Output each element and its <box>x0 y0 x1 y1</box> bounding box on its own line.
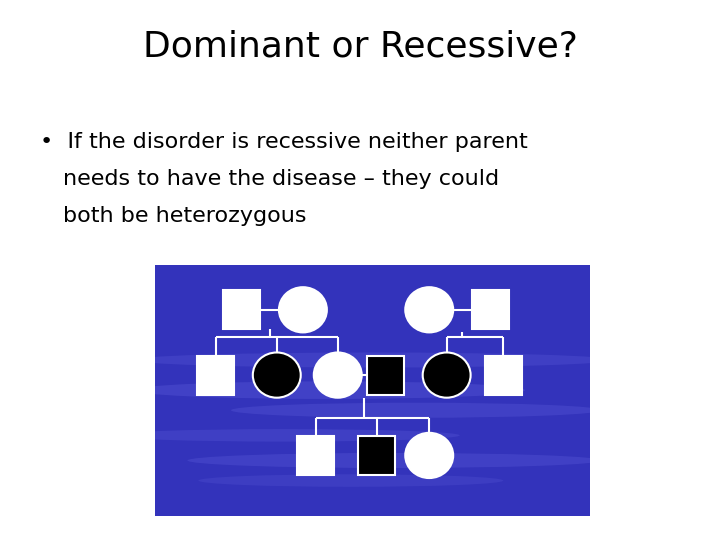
Ellipse shape <box>187 453 601 468</box>
Bar <box>223 291 261 329</box>
Ellipse shape <box>405 287 453 333</box>
Ellipse shape <box>112 429 460 442</box>
Ellipse shape <box>199 474 503 487</box>
Bar <box>297 436 335 475</box>
Bar <box>367 356 404 395</box>
Ellipse shape <box>279 287 327 333</box>
Text: needs to have the disease – they could: needs to have the disease – they could <box>63 169 499 189</box>
Text: Dominant or Recessive?: Dominant or Recessive? <box>143 30 577 64</box>
Bar <box>485 356 522 395</box>
Text: •  If the disorder is recessive neither parent: • If the disorder is recessive neither p… <box>40 132 527 152</box>
Ellipse shape <box>423 353 471 397</box>
Ellipse shape <box>314 353 361 397</box>
Text: both be heterozygous: both be heterozygous <box>63 206 306 226</box>
Ellipse shape <box>253 353 301 397</box>
Bar <box>359 436 395 475</box>
Ellipse shape <box>405 433 453 478</box>
Bar <box>472 291 509 329</box>
Ellipse shape <box>133 381 525 399</box>
Ellipse shape <box>231 403 601 418</box>
Bar <box>197 356 234 395</box>
Ellipse shape <box>133 353 612 368</box>
